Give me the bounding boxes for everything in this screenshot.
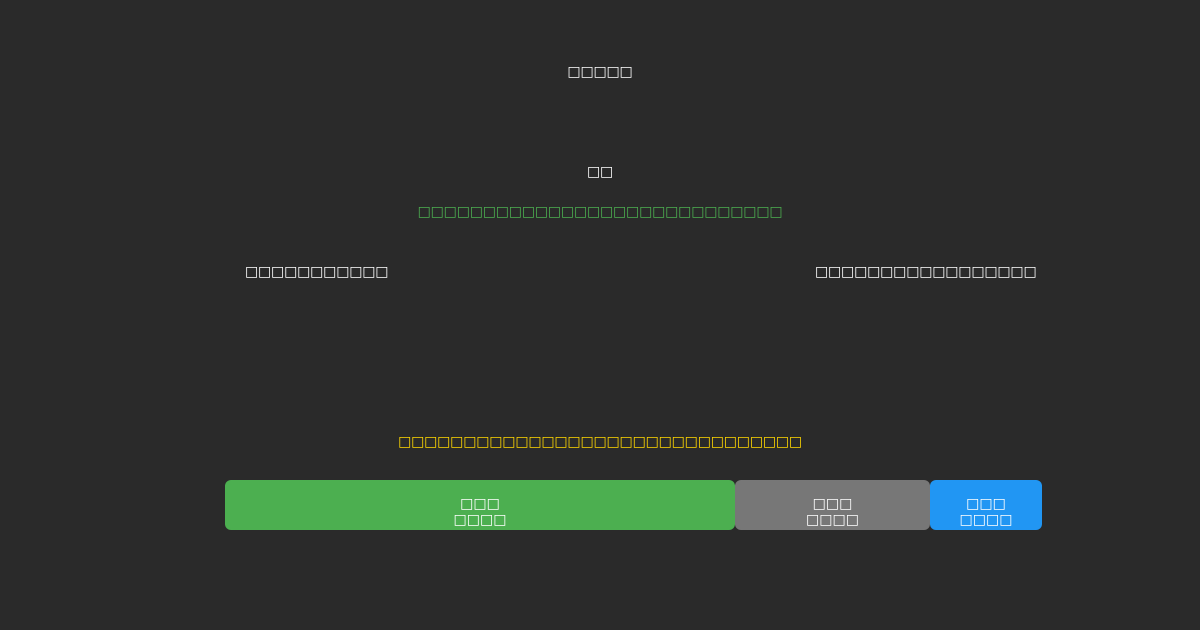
status-message: □□□□□□□□□□□□□□□□□□□□□□□□□□□□ (417, 204, 783, 220)
left-label: □□□□□□□□□□□ (245, 264, 389, 280)
accent-button[interactable]: □□□ □□□□ (930, 480, 1042, 530)
button-sublabel: □□□□ (959, 512, 1013, 528)
subtitle: □□ (586, 164, 614, 180)
secondary-button[interactable]: □□□ □□□□ (735, 480, 930, 530)
page-title: □□□□□ (567, 64, 633, 80)
button-sublabel: □□□□ (806, 512, 859, 528)
warning-message: □□□□□□□□□□□□□□□□□□□□□□□□□□□□□□□ (398, 434, 802, 450)
button-label: □□□ (966, 496, 1006, 512)
button-label: □□□ (460, 496, 500, 512)
button-sublabel: □□□□ (453, 512, 507, 528)
right-label: □□□□□□□□□□□□□□□□□ (815, 264, 1037, 280)
button-label: □□□ (812, 496, 853, 512)
primary-button[interactable]: □□□ □□□□ (225, 480, 735, 530)
